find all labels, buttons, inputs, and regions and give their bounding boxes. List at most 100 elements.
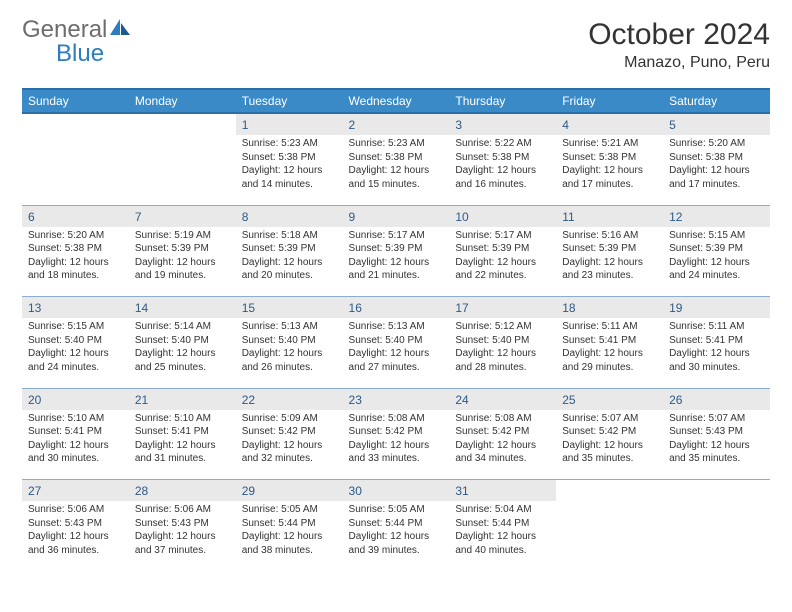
day-info-cell: Sunrise: 5:09 AMSunset: 5:42 PMDaylight:… — [236, 410, 343, 480]
day-info-cell: Sunrise: 5:13 AMSunset: 5:40 PMDaylight:… — [343, 318, 450, 388]
day-number-cell: 28 — [129, 480, 236, 502]
day-info: Sunrise: 5:13 AMSunset: 5:40 PMDaylight:… — [349, 320, 444, 374]
day-info-cell — [129, 135, 236, 205]
day-number-cell: 9 — [343, 205, 450, 227]
day-number-cell: 25 — [556, 388, 663, 410]
day-info-cell — [22, 135, 129, 205]
day-number-cell — [22, 113, 129, 135]
day-number-cell — [556, 480, 663, 502]
day-info: Sunrise: 5:18 AMSunset: 5:39 PMDaylight:… — [242, 229, 337, 283]
day-number-cell: 10 — [449, 205, 556, 227]
day-info: Sunrise: 5:15 AMSunset: 5:39 PMDaylight:… — [669, 229, 764, 283]
day-number-cell: 1 — [236, 113, 343, 135]
day-number-cell: 26 — [663, 388, 770, 410]
daynum-row: 20 21 22 23 24 25 26 — [22, 388, 770, 410]
day-number: 30 — [349, 484, 362, 498]
day-number: 17 — [455, 301, 468, 315]
weekday-header: Sunday — [22, 89, 129, 113]
day-info-cell: Sunrise: 5:05 AMSunset: 5:44 PMDaylight:… — [236, 501, 343, 571]
day-info: Sunrise: 5:15 AMSunset: 5:40 PMDaylight:… — [28, 320, 123, 374]
weekday-header: Tuesday — [236, 89, 343, 113]
day-info-cell: Sunrise: 5:20 AMSunset: 5:38 PMDaylight:… — [22, 227, 129, 297]
day-number-cell: 17 — [449, 297, 556, 319]
day-number-cell: 4 — [556, 113, 663, 135]
day-info: Sunrise: 5:23 AMSunset: 5:38 PMDaylight:… — [349, 137, 444, 191]
day-info-cell: Sunrise: 5:17 AMSunset: 5:39 PMDaylight:… — [343, 227, 450, 297]
day-info: Sunrise: 5:19 AMSunset: 5:39 PMDaylight:… — [135, 229, 230, 283]
day-number-cell: 31 — [449, 480, 556, 502]
day-number: 22 — [242, 393, 255, 407]
month-title: October 2024 — [588, 18, 770, 52]
day-info: Sunrise: 5:11 AMSunset: 5:41 PMDaylight:… — [562, 320, 657, 374]
logo-sail-icon — [109, 18, 131, 41]
day-number-cell: 24 — [449, 388, 556, 410]
weekday-header-row: SundayMondayTuesdayWednesdayThursdayFrid… — [22, 89, 770, 113]
day-number: 21 — [135, 393, 148, 407]
day-info-cell: Sunrise: 5:07 AMSunset: 5:42 PMDaylight:… — [556, 410, 663, 480]
day-info: Sunrise: 5:17 AMSunset: 5:39 PMDaylight:… — [455, 229, 550, 283]
day-info: Sunrise: 5:14 AMSunset: 5:40 PMDaylight:… — [135, 320, 230, 374]
day-number: 4 — [562, 118, 569, 132]
weekday-header: Monday — [129, 89, 236, 113]
day-info: Sunrise: 5:23 AMSunset: 5:38 PMDaylight:… — [242, 137, 337, 191]
day-info: Sunrise: 5:07 AMSunset: 5:43 PMDaylight:… — [669, 412, 764, 466]
day-number-cell: 27 — [22, 480, 129, 502]
day-info: Sunrise: 5:11 AMSunset: 5:41 PMDaylight:… — [669, 320, 764, 374]
weekday-header: Friday — [556, 89, 663, 113]
day-info: Sunrise: 5:06 AMSunset: 5:43 PMDaylight:… — [135, 503, 230, 557]
day-number: 29 — [242, 484, 255, 498]
day-number-cell: 5 — [663, 113, 770, 135]
day-number-cell: 18 — [556, 297, 663, 319]
day-number-cell: 21 — [129, 388, 236, 410]
day-info-cell: Sunrise: 5:21 AMSunset: 5:38 PMDaylight:… — [556, 135, 663, 205]
day-number: 10 — [455, 210, 468, 224]
info-row: Sunrise: 5:20 AMSunset: 5:38 PMDaylight:… — [22, 227, 770, 297]
day-info-cell: Sunrise: 5:11 AMSunset: 5:41 PMDaylight:… — [663, 318, 770, 388]
day-info-cell: Sunrise: 5:20 AMSunset: 5:38 PMDaylight:… — [663, 135, 770, 205]
day-number: 24 — [455, 393, 468, 407]
day-info: Sunrise: 5:04 AMSunset: 5:44 PMDaylight:… — [455, 503, 550, 557]
day-info: Sunrise: 5:17 AMSunset: 5:39 PMDaylight:… — [349, 229, 444, 283]
daynum-row: 6789101112 — [22, 205, 770, 227]
day-number: 27 — [28, 484, 41, 498]
day-number: 23 — [349, 393, 362, 407]
day-number: 7 — [135, 210, 142, 224]
day-number: 3 — [455, 118, 462, 132]
day-info-cell — [663, 501, 770, 571]
day-info-cell: Sunrise: 5:15 AMSunset: 5:39 PMDaylight:… — [663, 227, 770, 297]
day-number-cell: 7 — [129, 205, 236, 227]
day-number: 28 — [135, 484, 148, 498]
day-info-cell: Sunrise: 5:13 AMSunset: 5:40 PMDaylight:… — [236, 318, 343, 388]
day-info-cell: Sunrise: 5:12 AMSunset: 5:40 PMDaylight:… — [449, 318, 556, 388]
day-number: 16 — [349, 301, 362, 315]
day-number: 11 — [562, 210, 574, 224]
day-number: 25 — [562, 393, 575, 407]
day-info-cell: Sunrise: 5:16 AMSunset: 5:39 PMDaylight:… — [556, 227, 663, 297]
day-info-cell: Sunrise: 5:17 AMSunset: 5:39 PMDaylight:… — [449, 227, 556, 297]
day-info: Sunrise: 5:16 AMSunset: 5:39 PMDaylight:… — [562, 229, 657, 283]
info-row: Sunrise: 5:06 AMSunset: 5:43 PMDaylight:… — [22, 501, 770, 571]
day-info-cell: Sunrise: 5:15 AMSunset: 5:40 PMDaylight:… — [22, 318, 129, 388]
day-info: Sunrise: 5:05 AMSunset: 5:44 PMDaylight:… — [242, 503, 337, 557]
day-info: Sunrise: 5:06 AMSunset: 5:43 PMDaylight:… — [28, 503, 123, 557]
logo-text-blue: Blue — [56, 40, 104, 67]
day-info: Sunrise: 5:08 AMSunset: 5:42 PMDaylight:… — [455, 412, 550, 466]
day-info-cell: Sunrise: 5:11 AMSunset: 5:41 PMDaylight:… — [556, 318, 663, 388]
day-number-cell: 30 — [343, 480, 450, 502]
day-number: 12 — [669, 210, 682, 224]
day-info-cell: Sunrise: 5:10 AMSunset: 5:41 PMDaylight:… — [22, 410, 129, 480]
day-info-cell: Sunrise: 5:22 AMSunset: 5:38 PMDaylight:… — [449, 135, 556, 205]
day-info: Sunrise: 5:09 AMSunset: 5:42 PMDaylight:… — [242, 412, 337, 466]
day-number-cell — [129, 113, 236, 135]
location: Manazo, Puno, Peru — [588, 54, 770, 72]
day-number-cell: 14 — [129, 297, 236, 319]
weekday-header: Wednesday — [343, 89, 450, 113]
day-number-cell: 20 — [22, 388, 129, 410]
calendar-table: SundayMondayTuesdayWednesdayThursdayFrid… — [22, 88, 770, 571]
day-info-cell: Sunrise: 5:23 AMSunset: 5:38 PMDaylight:… — [343, 135, 450, 205]
info-row: Sunrise: 5:10 AMSunset: 5:41 PMDaylight:… — [22, 410, 770, 480]
logo-text-general: General — [22, 16, 107, 43]
day-number: 9 — [349, 210, 356, 224]
day-number-cell: 8 — [236, 205, 343, 227]
weekday-header: Saturday — [663, 89, 770, 113]
